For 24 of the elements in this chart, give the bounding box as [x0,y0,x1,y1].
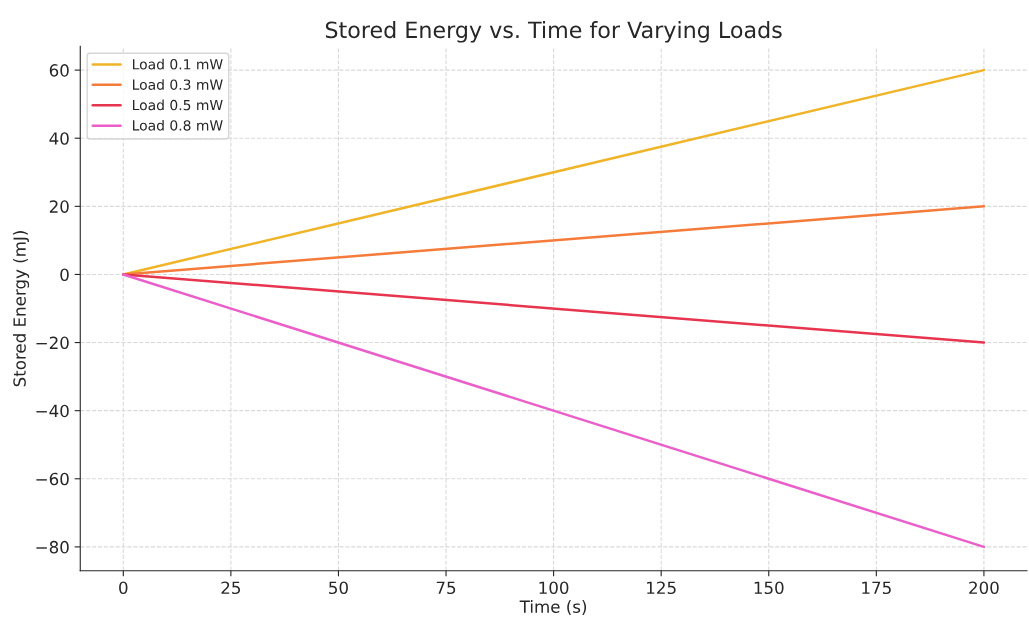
legend-label: Load 0.5 mW [133,99,223,111]
y-tick-label: −60 [36,472,69,486]
x-tick-label: 175 [862,581,891,595]
x-tick-label: 25 [221,581,241,595]
legend-label: Load 0.3 mW [133,79,223,90]
x-tick-label: 125 [647,581,676,595]
x-axis-title: Time (s) [519,600,587,615]
y-tick-label: 40 [49,132,69,145]
legend-label: Load 0.8 mW [133,119,223,131]
legend-label: Load 0.1 mW [133,58,223,70]
y-tick-label: −20 [36,336,69,350]
y-tick-label: 20 [49,200,69,213]
y-axis-title: Stored Energy (mJ) [12,231,30,387]
x-tick-label: 100 [539,581,569,595]
y-tick-label: 0 [60,268,69,282]
x-tick-label: 150 [754,581,784,595]
chart-title: Stored Energy vs. Time for Varying Loads [325,21,782,43]
x-tick-label: 50 [329,581,348,595]
y-tick-label: −40 [36,404,69,418]
y-tick-label: −80 [36,540,69,554]
x-tick-label: 0 [119,581,128,595]
x-tick-label: 200 [969,581,999,595]
y-tick-label: 60 [49,64,69,77]
x-tick-label: 75 [436,581,456,595]
